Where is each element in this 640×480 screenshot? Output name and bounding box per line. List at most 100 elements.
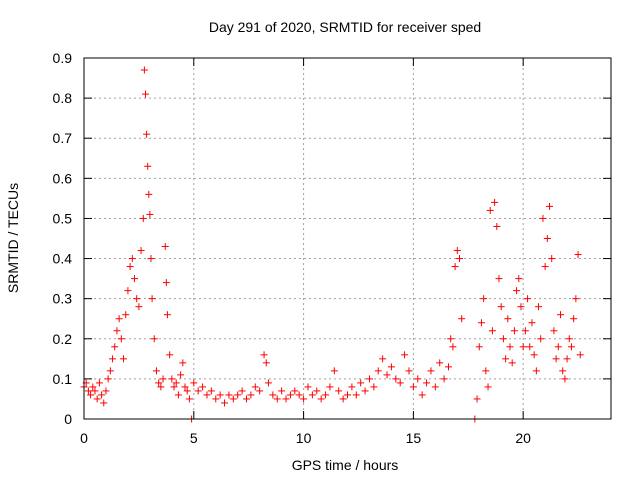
data-point <box>141 90 149 98</box>
data-point <box>488 327 496 335</box>
data-point <box>497 303 505 311</box>
data-point <box>174 391 182 399</box>
x-tick-label: 15 <box>406 430 422 446</box>
data-point <box>365 375 373 383</box>
data-point <box>87 391 95 399</box>
data-point <box>348 383 356 391</box>
data-point <box>166 351 174 359</box>
data-point <box>396 379 404 387</box>
data-point <box>291 387 299 395</box>
data-point <box>508 359 516 367</box>
data-point <box>405 367 413 375</box>
data-point <box>572 295 580 303</box>
data-point <box>499 335 507 343</box>
data-point <box>109 355 117 363</box>
data-point <box>313 387 321 395</box>
data-point <box>91 387 99 395</box>
data-point <box>559 367 567 375</box>
data-point <box>144 162 152 170</box>
data-point <box>162 279 170 287</box>
data-point <box>264 379 272 387</box>
data-point <box>256 387 264 395</box>
data-point <box>216 391 224 399</box>
data-point <box>453 247 461 255</box>
data-point <box>436 359 444 367</box>
data-point <box>145 190 153 198</box>
data-point <box>273 395 281 403</box>
data-point <box>317 395 325 403</box>
data-point <box>455 255 463 263</box>
data-point <box>506 343 514 351</box>
data-point <box>179 359 187 367</box>
data-point <box>339 395 347 403</box>
data-point <box>146 210 154 218</box>
data-point <box>495 275 503 283</box>
data-point <box>185 395 193 403</box>
data-point <box>440 375 448 383</box>
y-tick-label: 0.6 <box>53 170 73 186</box>
data-point <box>183 387 191 395</box>
data-point <box>139 214 147 222</box>
data-point <box>515 275 523 283</box>
x-tick-label: 20 <box>515 430 531 446</box>
y-tick-label: 0.4 <box>53 251 73 267</box>
data-point <box>113 327 121 335</box>
x-axis-title: GPS time / hours <box>292 457 399 473</box>
y-tick-label: 0 <box>64 411 72 427</box>
data-point <box>513 287 521 295</box>
data-point <box>159 375 167 383</box>
data-point <box>135 303 143 311</box>
data-point <box>242 395 250 403</box>
data-point <box>361 387 369 395</box>
data-point <box>89 383 97 391</box>
data-point <box>203 391 211 399</box>
data-point <box>563 355 571 363</box>
data-point <box>548 255 556 263</box>
data-point <box>120 355 128 363</box>
y-tick-label: 0.1 <box>53 371 73 387</box>
data-point <box>295 391 303 399</box>
data-point <box>170 383 178 391</box>
data-point <box>278 387 286 395</box>
data-point <box>172 379 180 387</box>
data-point <box>212 395 220 403</box>
data-point <box>126 263 134 271</box>
data-point <box>445 363 453 371</box>
data-point <box>137 247 145 255</box>
data-point <box>427 367 435 375</box>
data-point <box>418 391 426 399</box>
data-point <box>504 315 512 323</box>
x-tick-label: 0 <box>80 430 88 446</box>
data-point <box>451 263 459 271</box>
data-point <box>561 375 569 383</box>
data-point <box>124 287 132 295</box>
data-point <box>150 335 158 343</box>
data-point <box>502 355 510 363</box>
x-axis-ticks: 0 5 10 15 20 <box>80 58 531 446</box>
data-point <box>414 375 422 383</box>
data-point <box>357 379 365 387</box>
data-point <box>335 387 343 395</box>
data-point <box>98 391 106 399</box>
data-point <box>155 379 163 387</box>
data-point <box>168 375 176 383</box>
y-tick-label: 0.2 <box>53 331 73 347</box>
data-point <box>537 335 545 343</box>
data-point <box>491 198 499 206</box>
data-point <box>117 335 125 343</box>
data-point <box>541 263 549 271</box>
data-point <box>131 275 139 283</box>
data-point <box>570 315 578 323</box>
data-point <box>526 343 534 351</box>
data-point <box>330 367 338 375</box>
data-point <box>115 315 123 323</box>
data-point <box>308 391 316 399</box>
y-tick-label: 0.8 <box>53 90 73 106</box>
data-points <box>80 66 584 423</box>
y-tick-label: 0.3 <box>53 291 73 307</box>
data-point <box>517 303 525 311</box>
y-axis-ticks: 0 0.1 0.2 0.3 0.4 0.5 0.6 0.7 0.8 0.9 <box>53 50 611 427</box>
data-point <box>493 222 501 230</box>
plot-frame <box>83 57 612 420</box>
